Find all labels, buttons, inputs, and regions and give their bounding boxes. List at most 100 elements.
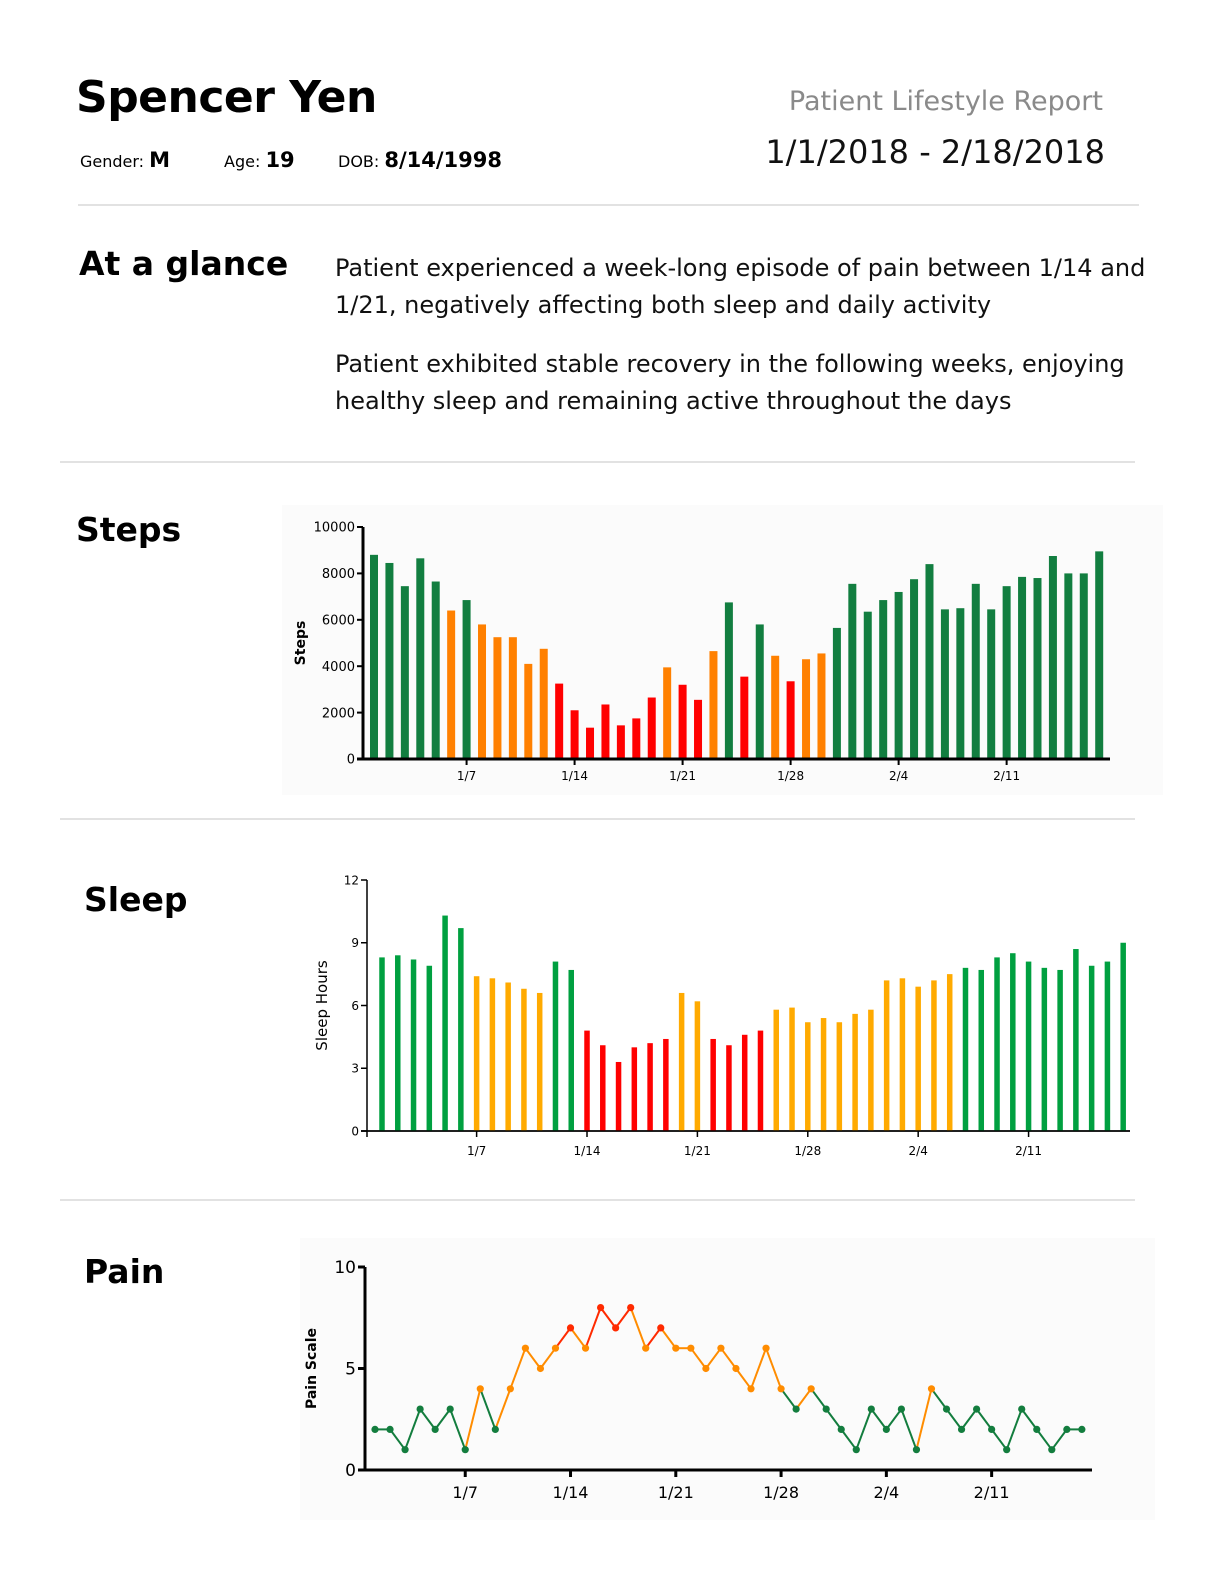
steps-bar bbox=[879, 600, 888, 759]
pain-line-segment bbox=[945, 1408, 963, 1430]
steps-bar bbox=[586, 727, 595, 759]
sleep-x-tick-label: 2/4 bbox=[909, 1144, 928, 1158]
pain-point bbox=[642, 1344, 650, 1352]
steps-bar bbox=[940, 609, 949, 759]
pain-point bbox=[1078, 1425, 1086, 1433]
sleep-y-tick-label: 6 bbox=[351, 999, 359, 1013]
steps-bar bbox=[1079, 573, 1088, 759]
sleep-y-tick-label: 3 bbox=[351, 1062, 359, 1076]
sleep-bar bbox=[978, 969, 985, 1131]
steps-x-tick-label: 1/7 bbox=[457, 769, 476, 783]
steps-y-tick-label: 2000 bbox=[322, 706, 355, 721]
steps-bar bbox=[1095, 551, 1104, 759]
pain-line-segment bbox=[915, 1388, 933, 1450]
pain-line-segment bbox=[705, 1347, 722, 1370]
pain-point bbox=[491, 1425, 499, 1433]
steps-bar bbox=[632, 718, 641, 759]
pain-line-segment bbox=[990, 1428, 1008, 1451]
steps-bar bbox=[709, 651, 718, 759]
steps-bar bbox=[385, 562, 394, 759]
pain-point bbox=[942, 1405, 951, 1413]
sleep-bar bbox=[915, 986, 921, 1131]
sleep-x-tick-label: 1/21 bbox=[684, 1144, 711, 1158]
steps-x-tick-label: 1/14 bbox=[561, 769, 588, 783]
pain-line-segment bbox=[1050, 1428, 1068, 1451]
sleep-bar bbox=[458, 928, 464, 1131]
sleep-bar bbox=[1041, 967, 1048, 1131]
pain-point bbox=[476, 1385, 484, 1393]
pain-point bbox=[521, 1344, 530, 1352]
dob-field: DOB: 8/14/1998 bbox=[338, 148, 502, 172]
pain-line-segment bbox=[885, 1408, 903, 1430]
pain-line-segment bbox=[659, 1327, 677, 1349]
glance-paragraph-1: Patient experienced a week-long episode … bbox=[335, 254, 1146, 319]
pain-line-segment bbox=[614, 1307, 632, 1329]
sleep-y-axis-label: Sleep Hours bbox=[313, 960, 331, 1051]
pain-line-segment bbox=[434, 1408, 452, 1430]
pain-point bbox=[927, 1385, 936, 1393]
sleep-bar bbox=[647, 1043, 653, 1131]
steps-y-axis-label: Steps bbox=[293, 621, 309, 666]
report-date-range: 1/1/2018 - 2/18/2018 bbox=[765, 133, 1105, 171]
sleep-x-tick-label: 1/7 bbox=[467, 1144, 486, 1158]
sleep-bar bbox=[568, 969, 574, 1131]
pain-point bbox=[732, 1364, 740, 1373]
steps-bar bbox=[1002, 586, 1011, 759]
steps-bar bbox=[400, 586, 409, 759]
steps-bar bbox=[1048, 556, 1057, 759]
age-field: Age: 19 bbox=[224, 148, 295, 172]
steps-bar bbox=[462, 600, 471, 759]
pain-point bbox=[1033, 1425, 1041, 1433]
pain-line-segment bbox=[419, 1408, 436, 1430]
pain-y-tick-label: 5 bbox=[345, 1360, 356, 1380]
sleep-bar bbox=[836, 1022, 843, 1131]
pain-line-segment bbox=[479, 1388, 497, 1430]
steps-title: Steps bbox=[76, 510, 182, 549]
pain-point bbox=[867, 1405, 875, 1413]
pain-line-segment bbox=[569, 1327, 587, 1349]
pain-point bbox=[1048, 1446, 1056, 1454]
steps-x-tick-label: 2/11 bbox=[993, 769, 1020, 783]
steps-bar bbox=[694, 699, 703, 759]
sleep-bar bbox=[1010, 953, 1016, 1131]
steps-bar bbox=[570, 710, 579, 759]
sleep-bar bbox=[741, 1034, 748, 1131]
sleep-bar bbox=[442, 915, 448, 1131]
pain-point bbox=[581, 1344, 590, 1352]
header-divider bbox=[78, 204, 1139, 206]
gender-label: Gender: bbox=[80, 152, 145, 171]
gender-field: Gender: M bbox=[80, 148, 170, 172]
report-title: Patient Lifestyle Report bbox=[788, 86, 1103, 117]
sleep-bar bbox=[521, 988, 527, 1131]
pain-point bbox=[912, 1446, 921, 1454]
steps-divider bbox=[60, 818, 1135, 820]
pain-point bbox=[386, 1425, 394, 1433]
pain-point bbox=[957, 1425, 966, 1433]
steps-bar bbox=[848, 583, 857, 759]
pain-point bbox=[566, 1324, 575, 1332]
sleep-bar bbox=[962, 967, 969, 1131]
pain-line-segment bbox=[599, 1307, 617, 1329]
steps-bar bbox=[1018, 576, 1027, 759]
patient-name: Spencer Yen bbox=[76, 72, 377, 123]
pain-point bbox=[657, 1324, 665, 1332]
pain-line-segment bbox=[720, 1347, 737, 1370]
steps-bar bbox=[910, 579, 919, 759]
pain-line-segment bbox=[840, 1428, 858, 1451]
pain-x-tick-label: 1/7 bbox=[452, 1483, 478, 1502]
sleep-bar bbox=[805, 1022, 811, 1131]
age-label: Age: bbox=[224, 152, 261, 171]
pain-line-segment bbox=[629, 1307, 647, 1349]
sleep-divider bbox=[60, 1199, 1135, 1201]
sleep-y-tick-label: 0 bbox=[351, 1124, 359, 1138]
pain-line-segment bbox=[750, 1347, 767, 1390]
pain-line-segment bbox=[690, 1347, 707, 1370]
steps-bar bbox=[647, 697, 656, 759]
glance-paragraph-2: Patient exhibited stable recovery in the… bbox=[335, 350, 1125, 415]
pain-point bbox=[687, 1344, 695, 1352]
steps-bar bbox=[493, 637, 502, 759]
pain-point bbox=[506, 1385, 514, 1393]
